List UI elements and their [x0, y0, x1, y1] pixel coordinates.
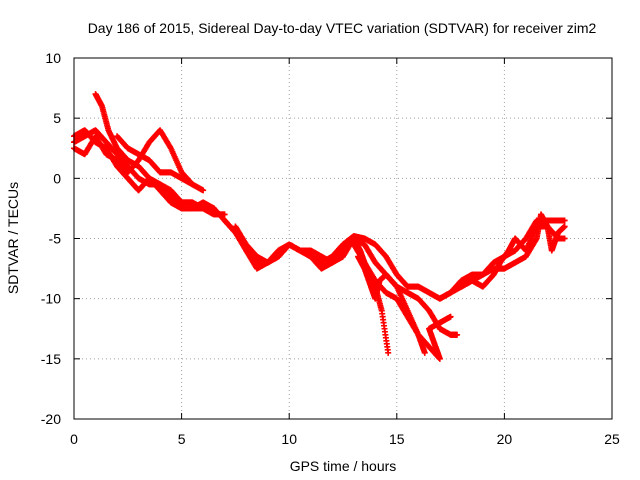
chart-title: Day 186 of 2015, Sidereal Day-to-day VTE…: [88, 20, 597, 36]
y-tick-label: -20: [41, 411, 61, 427]
data-point: [200, 187, 207, 194]
x-tick-label: 0: [70, 431, 78, 447]
y-tick-label: 0: [53, 170, 61, 186]
tick-labels: 0 5 10 15 20 25 -20 -15 -10 -5 0 5 10: [41, 50, 620, 447]
x-tick-label: 10: [281, 431, 297, 447]
series-track-5: [114, 133, 196, 188]
data-point: [385, 349, 392, 356]
y-tick-label: -15: [41, 351, 61, 367]
series-track-4: [71, 127, 217, 212]
axis-ticks: [73, 57, 613, 420]
data-point: [561, 217, 568, 224]
x-axis-label: GPS time / hours: [290, 458, 397, 474]
data-point: [189, 181, 196, 188]
series-points: [71, 91, 568, 362]
grid-lines: [74, 58, 612, 419]
y-tick-label: -5: [49, 231, 62, 247]
data-point: [454, 331, 461, 338]
series-track-10: [355, 253, 428, 356]
x-tick-label: 25: [604, 431, 620, 447]
y-axis-label: SDTVAR / TECUs: [5, 182, 21, 294]
data-point: [221, 211, 228, 218]
data-point: [421, 349, 428, 356]
y-tick-label: 10: [45, 50, 61, 66]
x-tick-label: 15: [389, 431, 405, 447]
series-track-12: [458, 211, 568, 290]
x-tick-label: 20: [497, 431, 513, 447]
data-point: [561, 223, 568, 230]
y-tick-label: -10: [41, 291, 61, 307]
y-tick-label: 5: [53, 110, 61, 126]
data-point: [447, 313, 454, 320]
series-track-11: [436, 223, 568, 302]
data-point: [210, 205, 217, 212]
data-point: [561, 235, 568, 242]
x-tick-label: 5: [178, 431, 186, 447]
